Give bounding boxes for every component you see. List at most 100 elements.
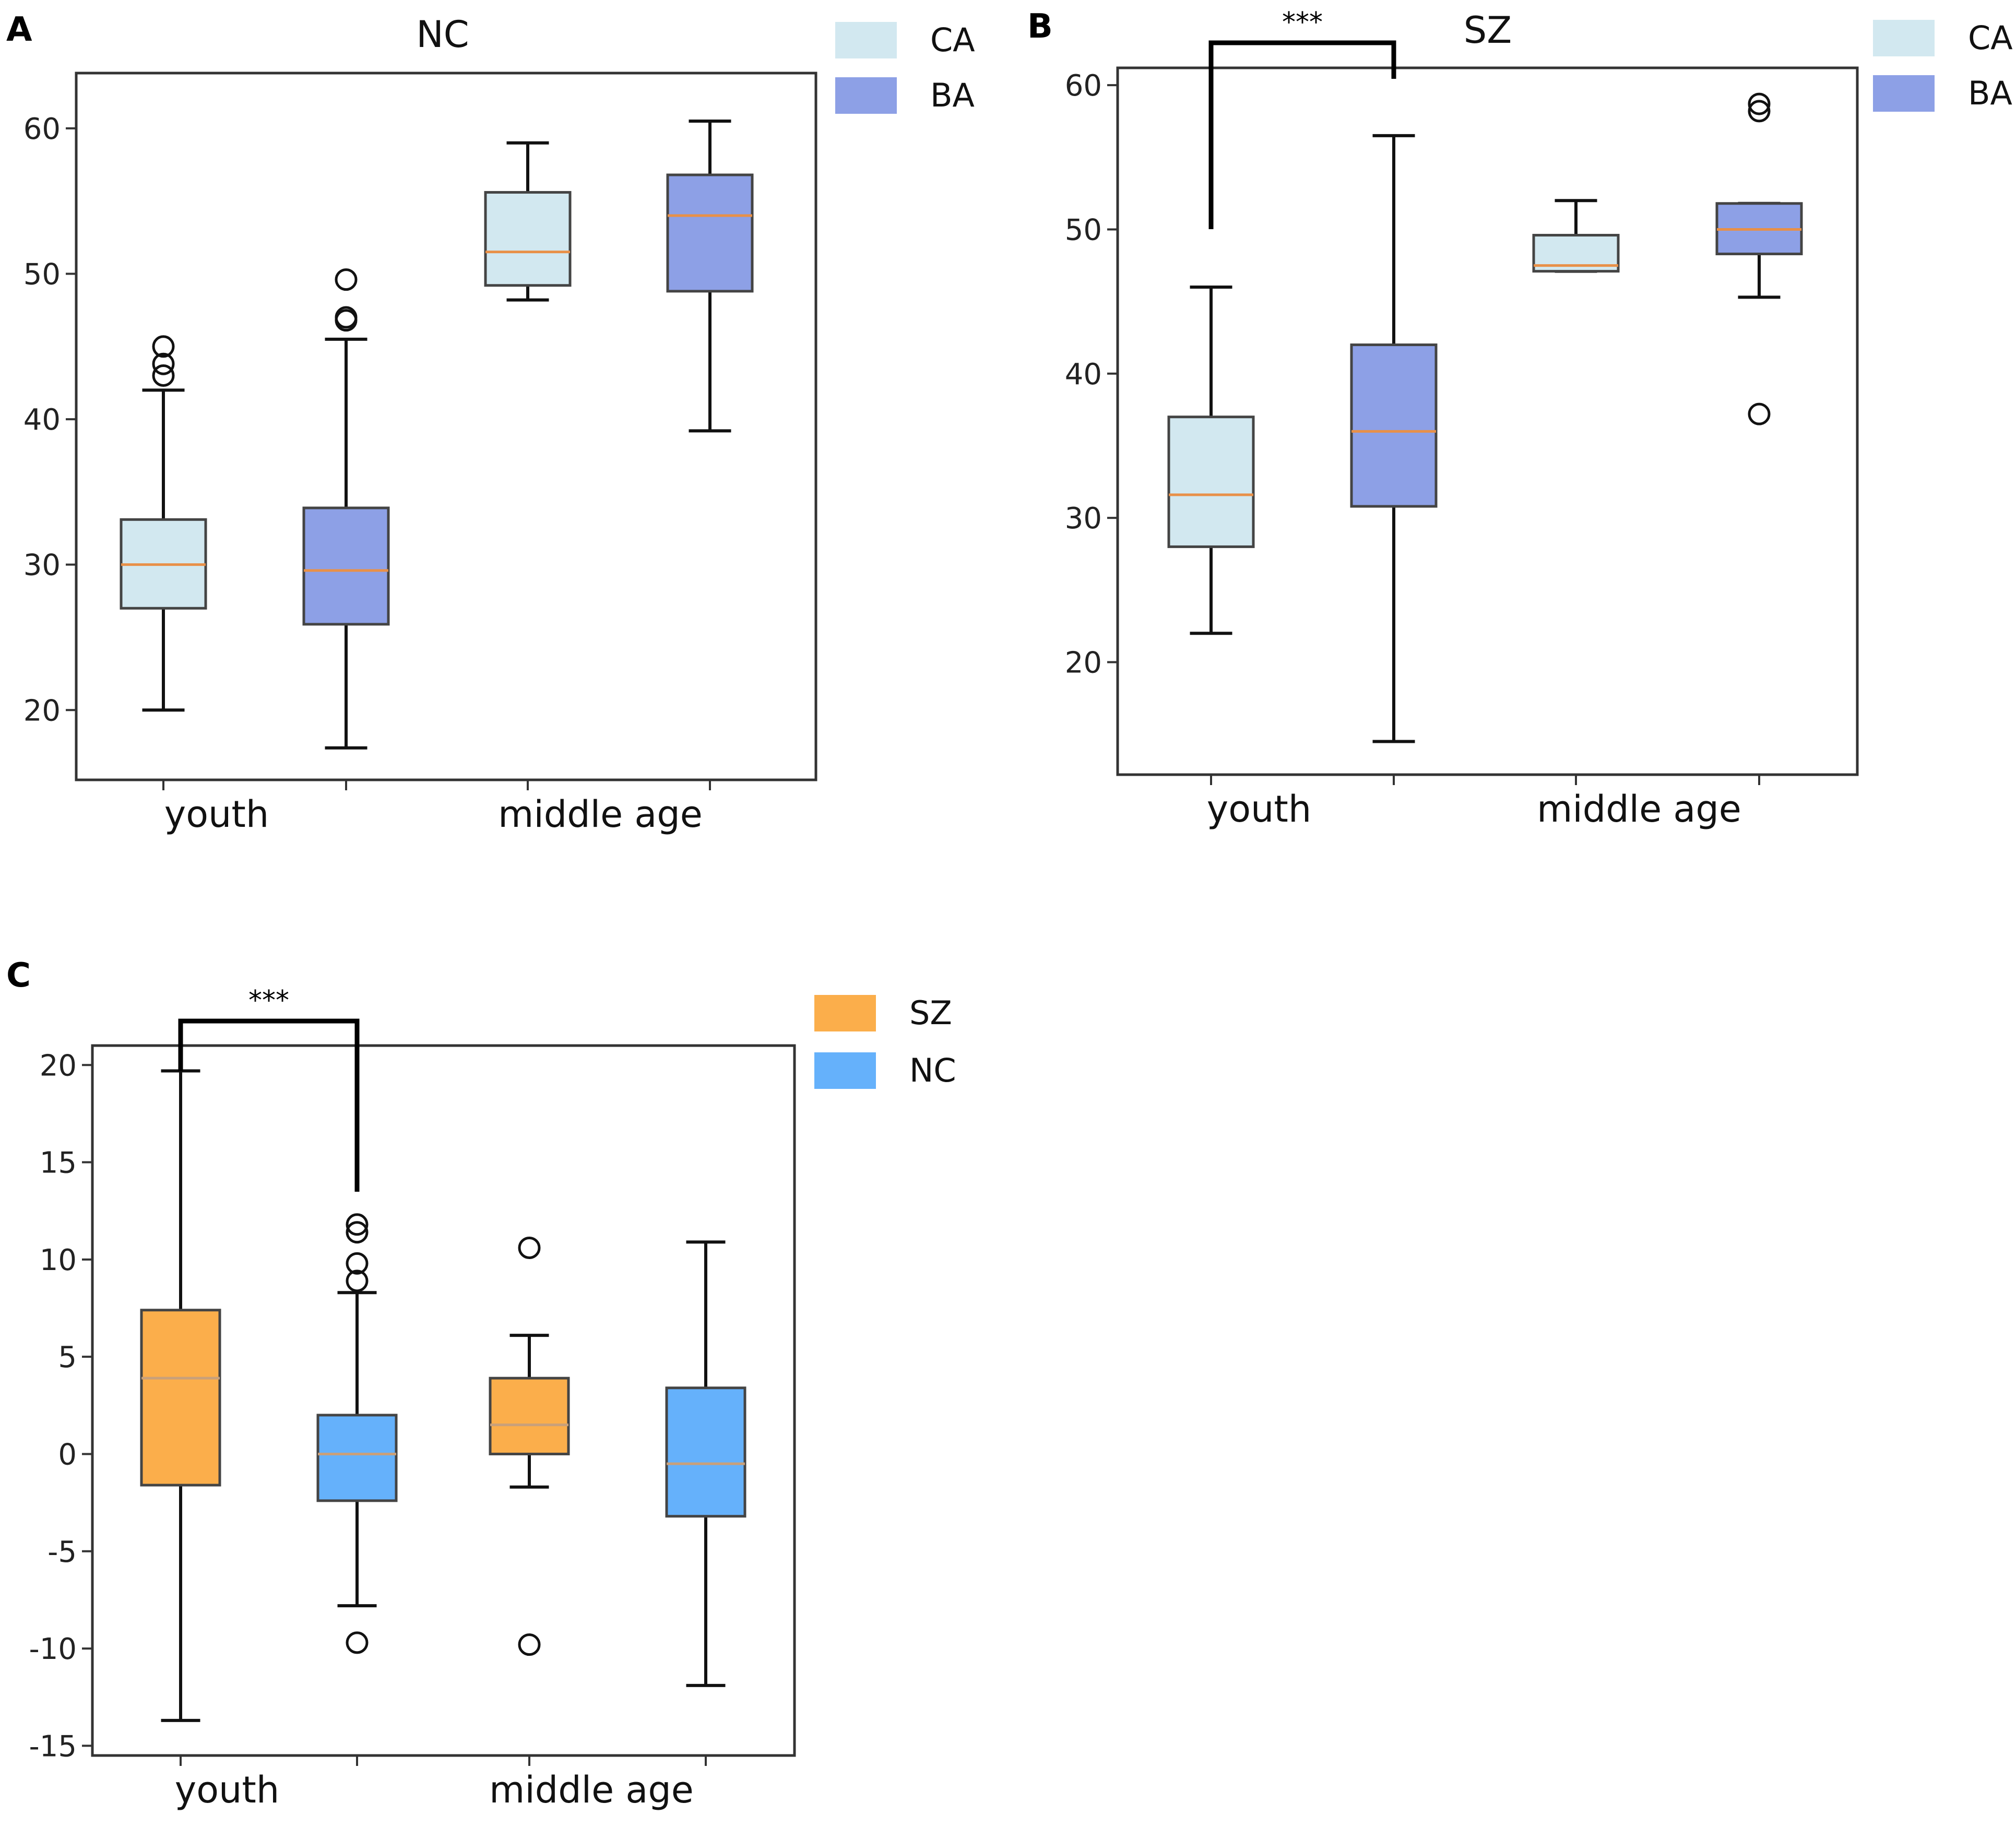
box-ca-middle-age	[484, 141, 572, 302]
box-body	[140, 1309, 221, 1487]
box-ba-middle-age	[666, 119, 754, 433]
plot-frame	[1116, 66, 1859, 776]
outlier-point	[346, 1252, 369, 1275]
outlier-point	[518, 1633, 541, 1656]
legend-swatch	[814, 995, 876, 1031]
x-category-label: youth	[1207, 788, 1311, 831]
x-category-label: middle age	[498, 793, 703, 836]
y-tick-label: 40	[23, 403, 61, 437]
y-tick-label: 20	[40, 1049, 77, 1083]
significance-bracket-line	[1208, 40, 1396, 229]
y-tick-label: 20	[1065, 646, 1102, 680]
outlier-point	[1748, 92, 1771, 115]
legend-label: BA	[1968, 74, 2012, 112]
legend-swatch	[835, 77, 897, 114]
box-ba-youth	[302, 268, 390, 750]
box-sz-middle-age	[489, 1237, 570, 1656]
box-body	[1167, 416, 1255, 548]
plot-frame	[91, 1044, 796, 1757]
y-tick-label: 60	[1065, 69, 1102, 103]
panel-label: B	[1027, 7, 1053, 46]
x-axis: youth middle age	[175, 1755, 707, 1811]
panel-label: C	[6, 956, 31, 995]
outlier-point	[335, 268, 358, 291]
y-tick-label: 50	[23, 257, 61, 291]
plot-frame	[75, 72, 817, 781]
box-ca-youth	[120, 335, 207, 712]
legend-swatch	[1873, 75, 1935, 112]
panel-b: B SZ 20 30 40 50 60 *** youth middle age	[1027, 7, 2013, 831]
box-body	[489, 1377, 570, 1455]
legend-label: NC	[909, 1051, 956, 1089]
x-axis: youth middle age	[162, 780, 711, 836]
outlier-point	[152, 352, 175, 375]
legend-label: CA	[930, 21, 975, 59]
legend-label: CA	[1968, 19, 2013, 57]
box-sz-youth	[140, 1069, 221, 1722]
outlier-point	[346, 1631, 369, 1654]
panel-c: C 20 15 10 5 0 -5 -10 -15 ***	[6, 956, 956, 1811]
significance-bracket: ***	[178, 985, 360, 1192]
outlier-point	[1748, 402, 1771, 425]
x-category-label: middle age	[489, 1769, 694, 1811]
chart-title: SZ	[1464, 9, 1512, 52]
box-ba-middle-age	[1715, 92, 1803, 425]
y-tick-label: 50	[1065, 213, 1102, 247]
significance-bracket: ***	[1208, 7, 1396, 229]
x-category-label: youth	[164, 793, 269, 836]
y-tick-label: 60	[23, 112, 61, 146]
legend: SZ NC	[814, 994, 956, 1089]
significance-label: ***	[248, 985, 289, 1016]
y-axis: 20 30 40 50 60	[23, 112, 76, 728]
y-tick-label: 30	[23, 549, 61, 583]
box-series	[1167, 92, 1803, 743]
y-tick-label: 15	[40, 1146, 77, 1180]
outlier-point	[346, 1213, 369, 1236]
box-body	[1350, 343, 1438, 508]
box-body	[666, 173, 754, 293]
legend-swatch	[835, 22, 897, 58]
legend: CA BA	[1873, 19, 2013, 112]
legend-swatch	[1873, 20, 1935, 56]
y-tick-label: 20	[23, 694, 61, 728]
outlier-point	[152, 335, 175, 358]
legend-label: BA	[930, 76, 975, 114]
box-nc-middle-age	[665, 1240, 746, 1687]
panel-a: A NC 20 30 40 50 60 youth middle age CA	[6, 10, 975, 836]
y-tick-label: 0	[58, 1438, 77, 1472]
legend: CA BA	[835, 21, 975, 114]
box-ba-youth	[1350, 134, 1438, 743]
box-body	[302, 506, 390, 626]
legend-label: SZ	[909, 994, 952, 1032]
y-tick-label: -15	[29, 1729, 77, 1763]
y-tick-label: 10	[40, 1243, 77, 1277]
y-tick-label: -5	[48, 1535, 77, 1569]
chart-title: NC	[416, 13, 469, 56]
box-body	[316, 1414, 398, 1502]
outlier-point	[152, 364, 175, 387]
box-body	[665, 1386, 746, 1518]
outlier-point	[335, 306, 358, 329]
x-category-label: youth	[175, 1769, 279, 1811]
x-category-label: middle age	[1537, 788, 1741, 831]
box-series	[120, 119, 754, 750]
y-axis: 20 15 10 5 0 -5 -10 -15	[29, 1049, 92, 1763]
y-tick-label: 30	[1065, 502, 1102, 536]
significance-label: ***	[1282, 7, 1323, 38]
y-tick-label: -10	[29, 1632, 77, 1666]
box-nc-youth	[316, 1213, 398, 1654]
box-body	[484, 191, 572, 287]
box-ca-middle-age	[1532, 199, 1620, 273]
outlier-point	[1748, 100, 1771, 123]
y-tick-label: 5	[58, 1340, 77, 1374]
box-series	[140, 1069, 746, 1722]
y-tick-label: 40	[1065, 358, 1102, 392]
outlier-point	[346, 1221, 369, 1244]
y-axis: 20 30 40 50 60	[1065, 69, 1118, 680]
box-ca-youth	[1167, 286, 1255, 635]
outlier-point	[518, 1237, 541, 1260]
significance-bracket-line	[178, 1018, 360, 1192]
outlier-point	[346, 1270, 369, 1292]
